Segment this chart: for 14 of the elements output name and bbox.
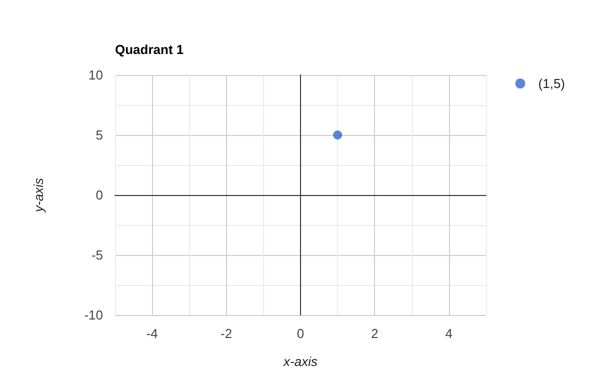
y-tick-label: 0 [96,188,103,202]
y-tick-label: -5 [91,248,103,262]
chart-title: Quadrant 1 [115,42,184,57]
y-tick-label: 10 [88,68,103,82]
y-tick-label: 5 [96,128,103,142]
x-tick-label: 4 [445,326,453,341]
x-tick-label: 2 [371,326,378,341]
y-tick-label: -10 [84,308,103,322]
x-tick-label: -4 [146,326,158,341]
x-tick-label: 0 [296,326,304,341]
x-axis-title: x-axis [282,354,318,369]
legend-label: (1,5) [538,76,566,91]
y-axis-title: y-axis [31,178,46,213]
x-tick-label: -2 [220,326,232,341]
